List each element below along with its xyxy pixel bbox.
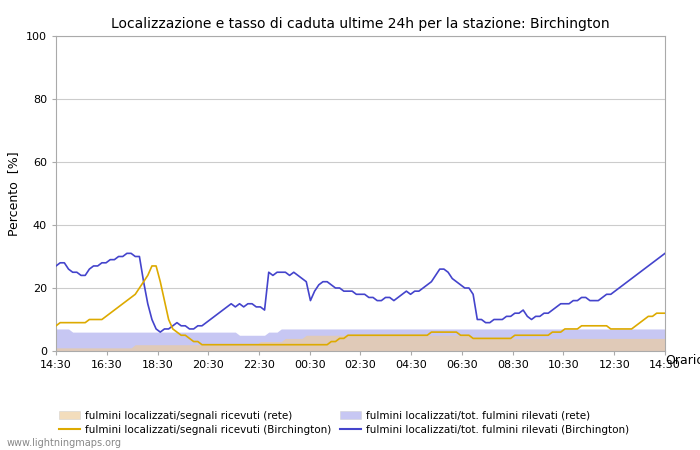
Title: Localizzazione e tasso di caduta ultime 24h per la stazione: Birchington: Localizzazione e tasso di caduta ultime … (111, 17, 610, 31)
Text: Orario: Orario (665, 354, 700, 367)
Text: www.lightningmaps.org: www.lightningmaps.org (7, 438, 122, 448)
Legend: fulmini localizzati/segnali ricevuti (rete), fulmini localizzati/segnali ricevut: fulmini localizzati/segnali ricevuti (re… (55, 407, 634, 439)
Y-axis label: Percento  [%]: Percento [%] (8, 151, 20, 236)
